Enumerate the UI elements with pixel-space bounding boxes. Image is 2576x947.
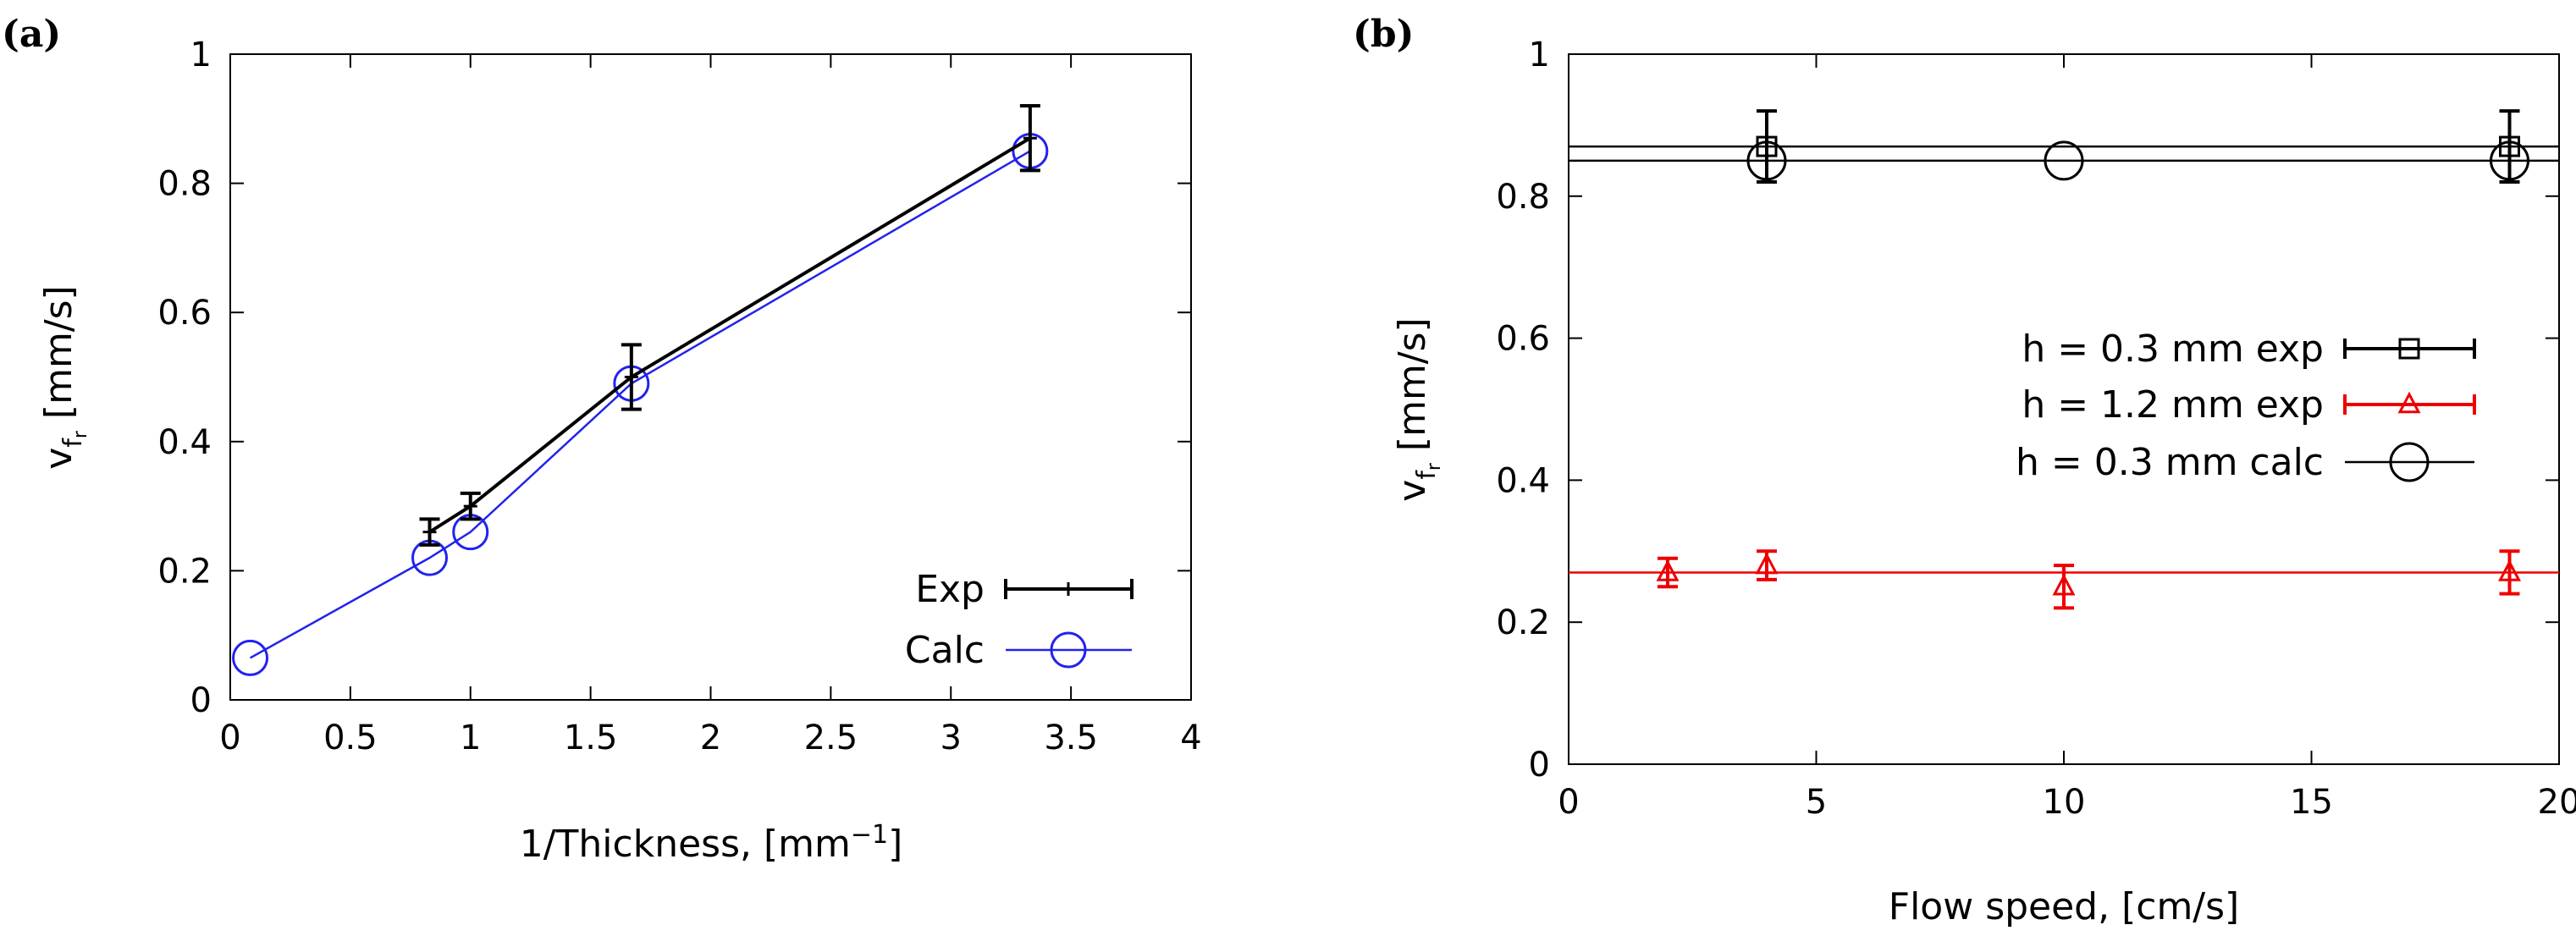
panel-b-y-tick-label: 0.2 bbox=[1496, 603, 1550, 642]
panel-a-y-axis-label: vfr [mm/s] bbox=[37, 285, 91, 469]
panel-b-legend-swatch-1 bbox=[2343, 394, 2476, 415]
panel-a-exp-point bbox=[624, 370, 638, 384]
panel-b-series-2-point bbox=[1746, 140, 1787, 181]
panel-b-x-axis-label: Flow speed, [cm/s] bbox=[1889, 885, 2239, 928]
panel-a-x-tick-label: 2.5 bbox=[804, 719, 858, 757]
panel-a-y-tick-label: 0.2 bbox=[157, 552, 212, 591]
panel-a-y-tick-label: 1 bbox=[190, 36, 212, 74]
panel-a-x-tick-label: 4 bbox=[1180, 719, 1201, 757]
panel-a-calc-line bbox=[249, 150, 1031, 659]
panel-b-series-1-point bbox=[1755, 552, 1779, 575]
panel-a-exp-point bbox=[422, 525, 437, 539]
panel-b-y-tick-label: 0.8 bbox=[1496, 178, 1550, 217]
panel-b-series-1-errorbar bbox=[2499, 549, 2520, 596]
panel-a-exp-point bbox=[463, 499, 477, 514]
panel-b-legend-label-2: h = 0.3 mm calc bbox=[2016, 441, 2324, 484]
panel-b-series-1-point bbox=[2052, 573, 2076, 596]
panel-b-legend-label-1: h = 1.2 mm exp bbox=[2022, 383, 2324, 427]
panel-b-y-axis-label: vfr [mm/s] bbox=[1391, 317, 1445, 501]
panel-a-x-tick-label: 0 bbox=[219, 719, 240, 757]
panel-a-y-tick-label: 0.4 bbox=[157, 423, 212, 462]
panel-a-x-tick-label: 2 bbox=[700, 719, 721, 757]
panel-a-y-tick-label: 0.8 bbox=[157, 165, 212, 204]
panel-b-x-tick-label: 0 bbox=[1558, 783, 1579, 822]
panel-b-series-0-point bbox=[1756, 135, 1778, 157]
panel-a-x-tick-label: 1 bbox=[460, 719, 481, 757]
panel-a-legend-label-0: Exp bbox=[915, 568, 985, 611]
panel-a-y-tick-label: 0 bbox=[190, 681, 212, 720]
panel-b-legend-swatch-0-point bbox=[2398, 338, 2420, 360]
panel-a-calc-point bbox=[232, 639, 269, 676]
panel-b-x-tick-label: 10 bbox=[2043, 783, 2086, 822]
panel-b-series-1-errorbar bbox=[2054, 564, 2074, 610]
panel-b-legend-swatch-2-point bbox=[2389, 442, 2430, 482]
panel-b: (b) vfr [mm/s] Flow speed, [cm/s] bbox=[1353, 13, 2560, 928]
panel-a-x-axis-label: 1/Thickness, [mm−1] bbox=[520, 820, 903, 866]
panel-a-exp-line bbox=[428, 136, 1031, 534]
panel-a-y-tick-label: 0.6 bbox=[157, 294, 212, 333]
panel-b-series-0-errorbar bbox=[1757, 109, 1777, 184]
panel-a-x-tick-label: 3.5 bbox=[1044, 719, 1098, 757]
panel-b-label: (b) bbox=[1353, 13, 1414, 56]
panel-b-y-tick-label: 0.6 bbox=[1496, 320, 1550, 359]
panel-b-series-1-point bbox=[1656, 559, 1680, 581]
panel-b-series-0-point bbox=[2499, 135, 2520, 157]
panel-b-legend-swatch-0 bbox=[2343, 339, 2476, 359]
panel-b-y-tick-label: 1 bbox=[1529, 36, 1550, 74]
panel-b-series-0-errorbar bbox=[2499, 109, 2520, 184]
panel-a-x-tick-label: 3 bbox=[940, 719, 962, 757]
panel-a-label: (a) bbox=[2, 13, 61, 56]
panel-a-exp-point bbox=[1023, 131, 1037, 146]
panel-a: (a) vfr [mm/s] 1/Thickness, [mm−1] bbox=[2, 13, 1192, 866]
panel-b-legend-label-0: h = 0.3 mm exp bbox=[2022, 328, 2324, 371]
panel-a-legend-swatch-calc-point bbox=[1050, 631, 1087, 669]
panel-a-x-tick-label: 0.5 bbox=[323, 719, 378, 757]
panel-b-x-tick-label: 15 bbox=[2290, 783, 2333, 822]
chart-marks: 0 0.5 1 1.5 2 2.5 3 3.5 4 0 0.2 0.4 0.6 0.8 1 Exp Calc 0 5… bbox=[157, 36, 2576, 822]
panel-b-legend-swatch-1-point bbox=[2397, 391, 2421, 414]
panel-b-y-tick-label: 0 bbox=[1529, 746, 1550, 785]
panel-b-y-tick-label: 0.4 bbox=[1496, 461, 1550, 500]
panel-b-x-tick-label: 5 bbox=[1806, 783, 1827, 822]
panel-b-series-2-point bbox=[2490, 140, 2529, 181]
panel-b-x-tick-label: 20 bbox=[2538, 783, 2576, 822]
panel-b-series-1-point bbox=[2498, 559, 2521, 581]
panel-a-x-tick-label: 1.5 bbox=[564, 719, 618, 757]
panel-a-legend-label-1: Calc bbox=[905, 629, 985, 672]
panel-a-legend-swatch-exp-point bbox=[1062, 582, 1075, 596]
panel-b-series-2-point bbox=[2044, 140, 2084, 181]
